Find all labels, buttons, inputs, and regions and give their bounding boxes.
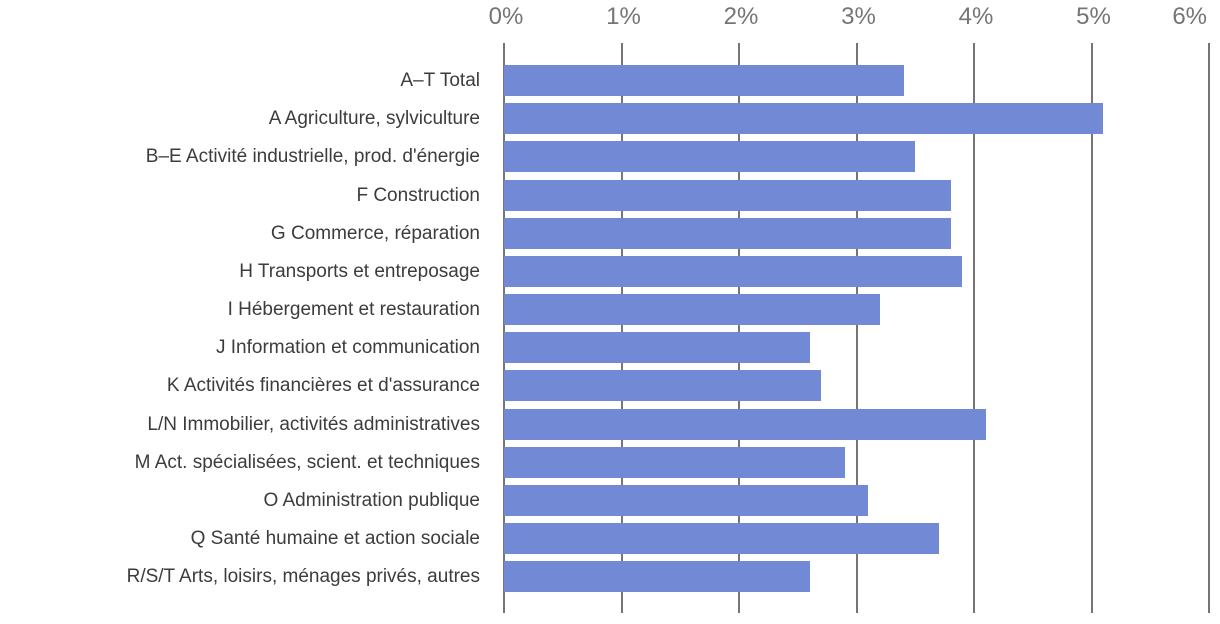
bar: [504, 485, 868, 516]
gridline: [620, 43, 623, 613]
x-tick-label: 0%: [488, 3, 524, 30]
bar: [504, 409, 986, 440]
category-label: H Transports et entreposage: [239, 261, 480, 282]
x-tick-label: 6%: [1172, 3, 1207, 30]
bar: [504, 256, 962, 287]
category-label: G Commerce, réparation: [270, 223, 480, 244]
bar: [504, 561, 810, 592]
bar: [504, 180, 951, 211]
bar: [504, 523, 939, 554]
bar: [504, 332, 810, 363]
category-label: R/S/T Arts, loisirs, ménages privés, aut…: [126, 566, 480, 587]
gridline: [738, 43, 740, 613]
bar: [504, 141, 915, 172]
x-tick-label: 3%: [841, 3, 876, 30]
gridline: [973, 43, 975, 613]
category-label: M Act. spécialisées, scient. et techniqu…: [134, 452, 480, 473]
x-tick-label: 5%: [1076, 3, 1111, 30]
bar: [504, 447, 845, 478]
bar: [504, 103, 1103, 134]
gridline: [855, 43, 858, 613]
x-tick-label: 2%: [723, 3, 759, 30]
category-label: J Information et communication: [215, 337, 480, 358]
bar: [504, 218, 951, 249]
category-label: A–T Total: [400, 70, 480, 91]
category-label: Q Santé humaine et action sociale: [190, 528, 480, 549]
category-label: B–E Activité industrielle, prod. d'énerg…: [145, 146, 480, 167]
gridline: [503, 43, 505, 613]
category-label: F Construction: [356, 185, 480, 206]
x-tick-label: 4%: [958, 3, 994, 30]
category-label: L/N Immobilier, activités administrative…: [147, 414, 480, 435]
category-label: O Administration publique: [263, 490, 480, 511]
bar: [504, 294, 880, 325]
category-label: I Hébergement et restauration: [227, 299, 480, 320]
x-tick-label: 1%: [606, 3, 641, 30]
category-label: K Activités financières et d'assurance: [166, 375, 480, 396]
category-label: A Agriculture, sylviculture: [268, 108, 480, 129]
bar: [504, 370, 821, 401]
gridline: [1090, 43, 1093, 613]
gridline: [1208, 43, 1210, 613]
bar: [504, 65, 904, 96]
